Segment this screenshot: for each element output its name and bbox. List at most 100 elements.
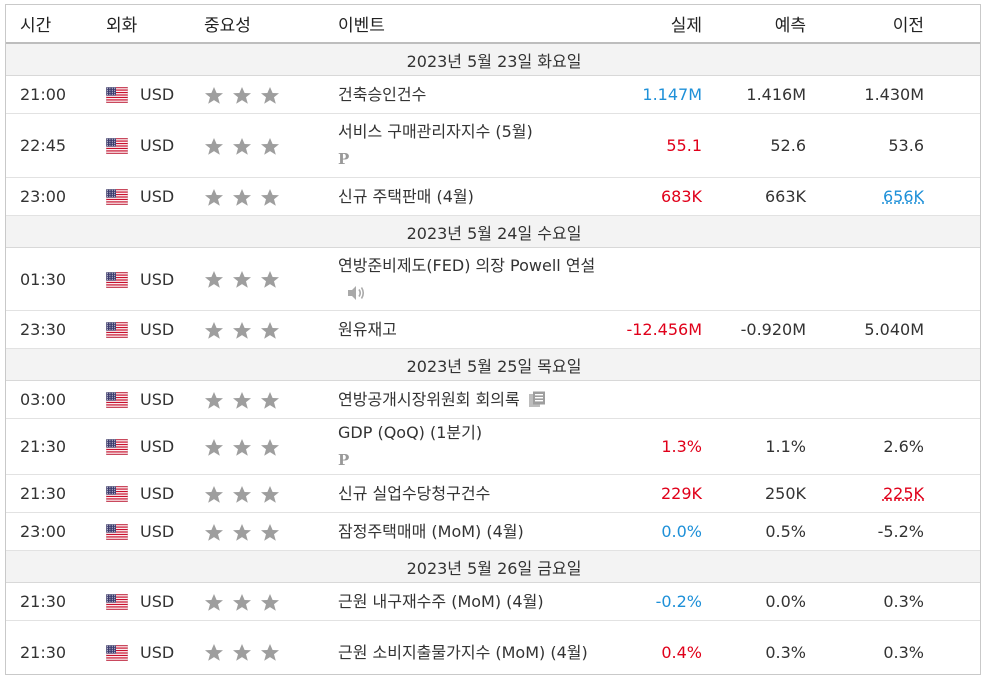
header-time[interactable]: 시간	[6, 5, 106, 44]
event-importance	[204, 418, 338, 475]
event-name-cell[interactable]: 근원 소비지출물가지수 (MoM) (4월)	[338, 620, 604, 674]
event-name[interactable]: 근원 내구재수주 (MoM) (4월)	[338, 592, 544, 611]
actual-value: 0.4%	[661, 642, 702, 662]
event-name[interactable]: GDP (QoQ) (1분기)	[338, 423, 483, 442]
date-label: 2023년 5월 23일 화요일	[6, 43, 980, 76]
event-actual	[604, 247, 716, 311]
us-flag-icon	[106, 644, 128, 661]
actual-value: 1.3%	[661, 437, 702, 456]
event-currency: USD	[106, 177, 204, 216]
event-actual: 1.147M	[604, 75, 716, 114]
event-row[interactable]: 21:30 USD 신규 실업수당청구건수 229K 250K 225K	[6, 474, 980, 513]
event-name-cell[interactable]: 서비스 구매관리자지수 (5월) P	[338, 113, 604, 178]
currency-code: USD	[140, 85, 175, 104]
event-previous	[816, 247, 980, 311]
us-flag-icon	[106, 271, 128, 288]
event-row[interactable]: 03:00 USD 연방공개시장위원회 회의록	[6, 380, 980, 419]
event-actual: -0.2%	[604, 582, 716, 621]
date-header-row: 2023년 5월 23일 화요일	[6, 43, 980, 76]
importance-star-icon	[233, 438, 251, 456]
header-currency[interactable]: 외화	[106, 5, 204, 44]
header-importance[interactable]: 중요성	[204, 5, 338, 44]
event-time: 23:00	[6, 177, 106, 216]
header-actual[interactable]: 실제	[604, 5, 716, 44]
us-flag-icon	[106, 439, 128, 455]
event-time: 23:00	[6, 512, 106, 551]
event-forecast: 1.416M	[716, 75, 816, 114]
preliminary-icon: P	[338, 451, 350, 469]
importance-star-icon	[261, 523, 279, 541]
event-row[interactable]: 21:30 USD 근원 내구재수주 (MoM) (4월) -0.2% 0.0% 0.3%	[6, 582, 980, 621]
event-row[interactable]: 21:30 USD 근원 소비지출물가지수 (MoM) (4월) 0.4% 0.3% 0.…	[6, 620, 980, 674]
event-name[interactable]: 건축승인건수	[338, 85, 427, 104]
date-label: 2023년 5월 26일 금요일	[6, 550, 980, 583]
event-row[interactable]: 23:30 USD 원유재고 -12.456M -0.920M 5.040M	[6, 310, 980, 349]
event-forecast: 52.6	[716, 113, 816, 178]
event-importance	[204, 512, 338, 551]
event-name[interactable]: 연방공개시장위원회 회의록	[338, 390, 520, 409]
event-time: 21:30	[6, 620, 106, 674]
importance-star-icon	[205, 321, 223, 339]
importance-star-icon	[261, 593, 279, 611]
previous-value[interactable]: 656K	[882, 187, 924, 206]
event-actual: 229K	[604, 474, 716, 513]
event-name[interactable]: 신규 주택판매 (4월)	[338, 187, 474, 206]
event-name-cell[interactable]: 연방공개시장위원회 회의록	[338, 380, 604, 419]
event-time: 23:30	[6, 310, 106, 349]
event-name[interactable]: 잠정주택매매 (MoM) (4월)	[338, 522, 524, 541]
event-row[interactable]: 21:30 USD GDP (QoQ) (1분기) P 1.3% 1.1% 2.6%	[6, 418, 980, 475]
importance-star-icon	[205, 438, 223, 456]
event-name-cell[interactable]: 신규 실업수당청구건수	[338, 474, 604, 513]
event-name-cell[interactable]: 연방준비제도(FED) 의장 Powell 연설	[338, 247, 604, 311]
us-flag-icon	[106, 486, 128, 502]
event-previous: 0.3%	[816, 620, 980, 674]
previous-value[interactable]: 225K	[882, 484, 924, 503]
event-name-cell[interactable]: 근원 내구재수주 (MoM) (4월)	[338, 582, 604, 621]
event-row[interactable]: 22:45 USD 서비스 구매관리자지수 (5월) P 55.1 52.6 53.6	[6, 113, 980, 178]
date-label: 2023년 5월 25일 목요일	[6, 348, 980, 381]
event-actual: 1.3%	[604, 418, 716, 475]
event-row[interactable]: 01:30 USD 연방준비제도(FED) 의장 Powell 연설	[6, 247, 980, 311]
actual-value: 229K	[660, 484, 702, 503]
event-importance	[204, 310, 338, 349]
importance-star-icon	[233, 523, 251, 541]
us-flag-icon	[106, 594, 128, 610]
event-name-cell[interactable]: 원유재고	[338, 310, 604, 349]
event-forecast: 0.0%	[716, 582, 816, 621]
currency-code: USD	[140, 136, 175, 155]
importance-star-icon	[261, 321, 279, 339]
importance-star-icon	[205, 86, 223, 104]
importance-star-icon	[205, 485, 223, 503]
event-row[interactable]: 23:00 USD 신규 주택판매 (4월) 683K 663K 656K	[6, 177, 980, 216]
event-importance	[204, 75, 338, 114]
event-previous: -5.2%	[816, 512, 980, 551]
event-name[interactable]: 연방준비제도(FED) 의장 Powell 연설	[338, 256, 596, 275]
event-name[interactable]: 서비스 구매관리자지수 (5월)	[338, 122, 533, 141]
event-name[interactable]: 근원 소비지출물가지수 (MoM) (4월)	[338, 642, 588, 662]
event-row[interactable]: 23:00 USD 잠정주택매매 (MoM) (4월) 0.0% 0.5% -5.2%	[6, 512, 980, 551]
event-currency: USD	[106, 474, 204, 513]
event-importance	[204, 380, 338, 419]
calendar-body: 2023년 5월 23일 화요일 21:00 USD 건축승인건수 1.147M 1.41…	[6, 43, 980, 674]
event-name[interactable]: 신규 실업수당청구건수	[338, 484, 491, 503]
importance-star-icon	[233, 188, 251, 206]
us-flag-icon	[106, 87, 128, 103]
event-importance	[204, 247, 338, 311]
event-actual: 683K	[604, 177, 716, 216]
document-icon[interactable]	[528, 391, 546, 408]
us-flag-icon	[106, 524, 128, 540]
event-name-cell[interactable]: 잠정주택매매 (MoM) (4월)	[338, 512, 604, 551]
importance-star-icon	[261, 644, 279, 661]
event-name-cell[interactable]: 건축승인건수	[338, 75, 604, 114]
header-event[interactable]: 이벤트	[338, 5, 604, 44]
header-forecast[interactable]: 예측	[716, 5, 816, 44]
previous-value: 5.040M	[864, 320, 924, 339]
header-previous[interactable]: 이전	[816, 5, 980, 44]
event-currency: USD	[106, 620, 204, 674]
event-time: 03:00	[6, 380, 106, 419]
event-row[interactable]: 21:00 USD 건축승인건수 1.147M 1.416M 1.430M	[6, 75, 980, 114]
event-name[interactable]: 원유재고	[338, 320, 397, 339]
speaker-icon[interactable]	[346, 285, 366, 301]
event-name-cell[interactable]: GDP (QoQ) (1분기) P	[338, 418, 604, 475]
event-name-cell[interactable]: 신규 주택판매 (4월)	[338, 177, 604, 216]
